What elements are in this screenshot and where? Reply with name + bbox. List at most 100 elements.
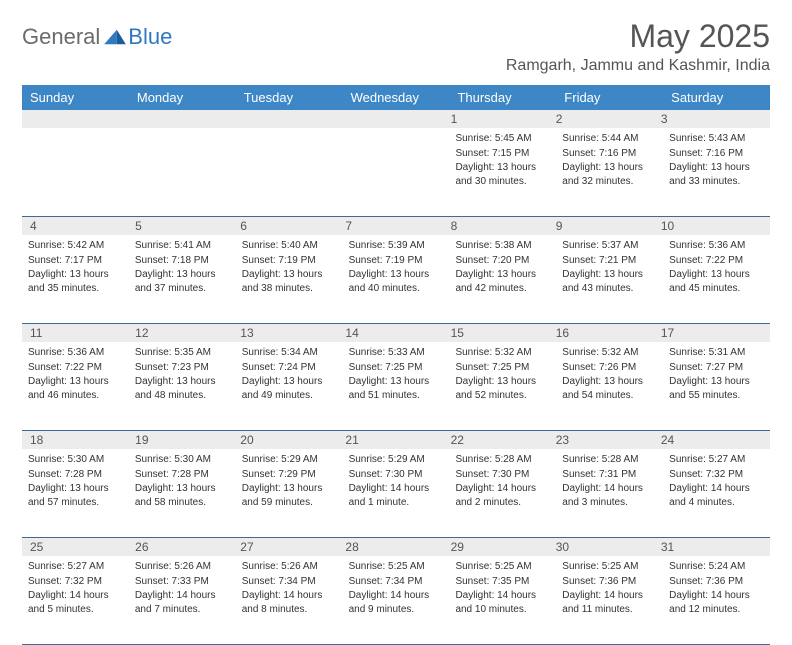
day-number-row: 25262728293031 — [22, 538, 770, 556]
sunrise-text: Sunrise: 5:33 AM — [349, 346, 444, 360]
day-cell: Sunrise: 5:26 AMSunset: 7:33 PMDaylight:… — [129, 556, 236, 644]
day-number: 14 — [343, 326, 448, 340]
daylight-text: Daylight: 13 hours and 42 minutes. — [455, 268, 550, 295]
day-cell: Sunrise: 5:43 AMSunset: 7:16 PMDaylight:… — [663, 128, 770, 216]
sunrise-text: Sunrise: 5:27 AM — [669, 453, 764, 467]
day-cell: Sunrise: 5:34 AMSunset: 7:24 PMDaylight:… — [236, 342, 343, 430]
daylight-text: Daylight: 13 hours and 46 minutes. — [28, 375, 123, 402]
daylight-text: Daylight: 14 hours and 4 minutes. — [669, 482, 764, 509]
day-cell: Sunrise: 5:36 AMSunset: 7:22 PMDaylight:… — [22, 342, 129, 430]
daylight-text: Daylight: 13 hours and 35 minutes. — [28, 268, 123, 295]
dow-friday: Friday — [556, 85, 663, 110]
daylight-text: Daylight: 13 hours and 32 minutes. — [562, 161, 657, 188]
sunset-text: Sunset: 7:23 PM — [135, 361, 230, 375]
sunrise-text: Sunrise: 5:45 AM — [455, 132, 550, 146]
day-cell: Sunrise: 5:39 AMSunset: 7:19 PMDaylight:… — [343, 235, 450, 323]
day-number — [28, 112, 133, 126]
sunset-text: Sunset: 7:19 PM — [349, 254, 444, 268]
sunset-text: Sunset: 7:22 PM — [669, 254, 764, 268]
daylight-text: Daylight: 13 hours and 58 minutes. — [135, 482, 230, 509]
location-subtitle: Ramgarh, Jammu and Kashmir, India — [506, 57, 770, 75]
sunset-text: Sunset: 7:31 PM — [562, 468, 657, 482]
sunrise-text: Sunrise: 5:30 AM — [135, 453, 230, 467]
sunrise-text: Sunrise: 5:32 AM — [455, 346, 550, 360]
sunrise-text: Sunrise: 5:27 AM — [28, 560, 123, 574]
daylight-text: Daylight: 13 hours and 37 minutes. — [135, 268, 230, 295]
sunset-text: Sunset: 7:32 PM — [669, 468, 764, 482]
day-cell: Sunrise: 5:45 AMSunset: 7:15 PMDaylight:… — [449, 128, 556, 216]
day-cell: Sunrise: 5:36 AMSunset: 7:22 PMDaylight:… — [663, 235, 770, 323]
sunset-text: Sunset: 7:16 PM — [562, 147, 657, 161]
day-number: 31 — [659, 540, 764, 554]
sunset-text: Sunset: 7:26 PM — [562, 361, 657, 375]
sunset-text: Sunset: 7:24 PM — [242, 361, 337, 375]
sunrise-text: Sunrise: 5:24 AM — [669, 560, 764, 574]
sunrise-text: Sunrise: 5:43 AM — [669, 132, 764, 146]
sunset-text: Sunset: 7:32 PM — [28, 575, 123, 589]
daylight-text: Daylight: 13 hours and 51 minutes. — [349, 375, 444, 402]
week-row: Sunrise: 5:27 AMSunset: 7:32 PMDaylight:… — [22, 556, 770, 645]
week-row: Sunrise: 5:45 AMSunset: 7:15 PMDaylight:… — [22, 128, 770, 217]
sunrise-text: Sunrise: 5:32 AM — [562, 346, 657, 360]
day-number-row: 18192021222324 — [22, 431, 770, 449]
sunset-text: Sunset: 7:30 PM — [455, 468, 550, 482]
day-cell: Sunrise: 5:28 AMSunset: 7:30 PMDaylight:… — [449, 449, 556, 537]
daylight-text: Daylight: 13 hours and 49 minutes. — [242, 375, 337, 402]
week-row: Sunrise: 5:42 AMSunset: 7:17 PMDaylight:… — [22, 235, 770, 324]
sunset-text: Sunset: 7:15 PM — [455, 147, 550, 161]
daylight-text: Daylight: 13 hours and 33 minutes. — [669, 161, 764, 188]
day-number — [343, 112, 448, 126]
day-cell: Sunrise: 5:28 AMSunset: 7:31 PMDaylight:… — [556, 449, 663, 537]
sunset-text: Sunset: 7:36 PM — [562, 575, 657, 589]
day-number: 23 — [554, 433, 659, 447]
sunset-text: Sunset: 7:35 PM — [455, 575, 550, 589]
daylight-text: Daylight: 13 hours and 45 minutes. — [669, 268, 764, 295]
sunrise-text: Sunrise: 5:36 AM — [669, 239, 764, 253]
day-cell: Sunrise: 5:38 AMSunset: 7:20 PMDaylight:… — [449, 235, 556, 323]
sunrise-text: Sunrise: 5:31 AM — [669, 346, 764, 360]
sunset-text: Sunset: 7:29 PM — [242, 468, 337, 482]
day-cell: Sunrise: 5:30 AMSunset: 7:28 PMDaylight:… — [129, 449, 236, 537]
brand-text-2: Blue — [128, 24, 172, 50]
day-cell: Sunrise: 5:29 AMSunset: 7:30 PMDaylight:… — [343, 449, 450, 537]
sunset-text: Sunset: 7:18 PM — [135, 254, 230, 268]
sunset-text: Sunset: 7:17 PM — [28, 254, 123, 268]
day-cell: Sunrise: 5:27 AMSunset: 7:32 PMDaylight:… — [22, 556, 129, 644]
sunset-text: Sunset: 7:25 PM — [455, 361, 550, 375]
day-number: 7 — [343, 219, 448, 233]
sunrise-text: Sunrise: 5:29 AM — [349, 453, 444, 467]
day-cell: Sunrise: 5:31 AMSunset: 7:27 PMDaylight:… — [663, 342, 770, 430]
daylight-text: Daylight: 13 hours and 48 minutes. — [135, 375, 230, 402]
day-number: 17 — [659, 326, 764, 340]
sunset-text: Sunset: 7:36 PM — [669, 575, 764, 589]
brand-text-1: General — [22, 24, 100, 50]
dow-tuesday: Tuesday — [236, 85, 343, 110]
day-cell: Sunrise: 5:32 AMSunset: 7:26 PMDaylight:… — [556, 342, 663, 430]
sunrise-text: Sunrise: 5:25 AM — [455, 560, 550, 574]
day-number: 4 — [28, 219, 133, 233]
day-cell — [343, 128, 450, 216]
day-of-week-header: Sunday Monday Tuesday Wednesday Thursday… — [22, 85, 770, 110]
sunset-text: Sunset: 7:20 PM — [455, 254, 550, 268]
day-cell: Sunrise: 5:26 AMSunset: 7:34 PMDaylight:… — [236, 556, 343, 644]
sunrise-text: Sunrise: 5:30 AM — [28, 453, 123, 467]
day-number: 1 — [449, 112, 554, 126]
day-cell: Sunrise: 5:30 AMSunset: 7:28 PMDaylight:… — [22, 449, 129, 537]
day-number — [238, 112, 343, 126]
day-cell: Sunrise: 5:32 AMSunset: 7:25 PMDaylight:… — [449, 342, 556, 430]
day-cell: Sunrise: 5:35 AMSunset: 7:23 PMDaylight:… — [129, 342, 236, 430]
header: General Blue May 2025 Ramgarh, Jammu and… — [22, 18, 770, 75]
day-cell: Sunrise: 5:41 AMSunset: 7:18 PMDaylight:… — [129, 235, 236, 323]
sunset-text: Sunset: 7:33 PM — [135, 575, 230, 589]
day-number-row: 123 — [22, 110, 770, 128]
sunrise-text: Sunrise: 5:37 AM — [562, 239, 657, 253]
dow-monday: Monday — [129, 85, 236, 110]
sunrise-text: Sunrise: 5:28 AM — [562, 453, 657, 467]
day-number: 2 — [554, 112, 659, 126]
daylight-text: Daylight: 13 hours and 30 minutes. — [455, 161, 550, 188]
daylight-text: Daylight: 14 hours and 2 minutes. — [455, 482, 550, 509]
day-number: 22 — [449, 433, 554, 447]
daylight-text: Daylight: 13 hours and 40 minutes. — [349, 268, 444, 295]
day-number: 15 — [449, 326, 554, 340]
day-cell — [129, 128, 236, 216]
